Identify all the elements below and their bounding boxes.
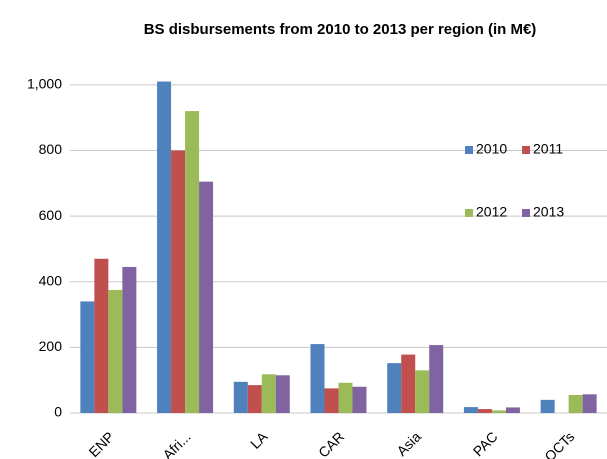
bar — [401, 354, 416, 413]
bar — [247, 385, 262, 413]
y-tick-label: 200 — [39, 338, 63, 354]
x-tick-label: Afri... — [159, 428, 193, 459]
x-tick-label: ENP — [85, 428, 117, 459]
y-tick-label: 600 — [39, 207, 63, 223]
bar — [199, 181, 214, 413]
bar — [171, 150, 186, 414]
bar — [108, 289, 123, 413]
legend-swatch — [522, 146, 530, 154]
bar — [94, 258, 109, 413]
legend-swatch — [522, 209, 530, 217]
bar — [352, 386, 367, 413]
x-tick-label: Asia — [393, 428, 424, 459]
y-tick-label: 400 — [39, 272, 63, 288]
bar — [261, 374, 276, 413]
y-tick-label: 0 — [54, 404, 62, 420]
bar — [185, 111, 200, 413]
bar — [338, 382, 353, 413]
x-tick-label: OCTs — [541, 428, 577, 459]
bar — [540, 399, 555, 413]
y-tick-label: 1,000 — [27, 76, 62, 92]
bar — [463, 407, 478, 413]
legend-label: 2011 — [533, 141, 563, 157]
chart-title: BS disbursements from 2010 to 2013 per r… — [144, 21, 537, 38]
bar — [477, 409, 492, 413]
bar — [324, 388, 339, 413]
x-tick-label: PAC — [470, 428, 501, 459]
bar — [310, 344, 325, 413]
legend-swatch — [465, 146, 473, 154]
bar — [568, 394, 583, 413]
legend-label: 2013 — [533, 204, 564, 220]
bar — [429, 345, 444, 413]
bar — [80, 301, 95, 413]
bar — [505, 407, 520, 413]
bar — [582, 394, 597, 413]
x-tick-label: CAR — [315, 428, 347, 459]
bar — [233, 381, 248, 413]
y-tick-label: 800 — [39, 141, 63, 157]
legend-label: 2012 — [476, 204, 507, 220]
legend-label: 2010 — [476, 141, 507, 157]
bar — [387, 363, 402, 413]
bar — [275, 375, 290, 413]
bar — [415, 370, 430, 413]
x-tick-label: LA — [247, 428, 271, 452]
bar — [491, 410, 506, 413]
bar — [122, 266, 137, 413]
legend-swatch — [465, 209, 473, 217]
bar — [157, 81, 172, 413]
